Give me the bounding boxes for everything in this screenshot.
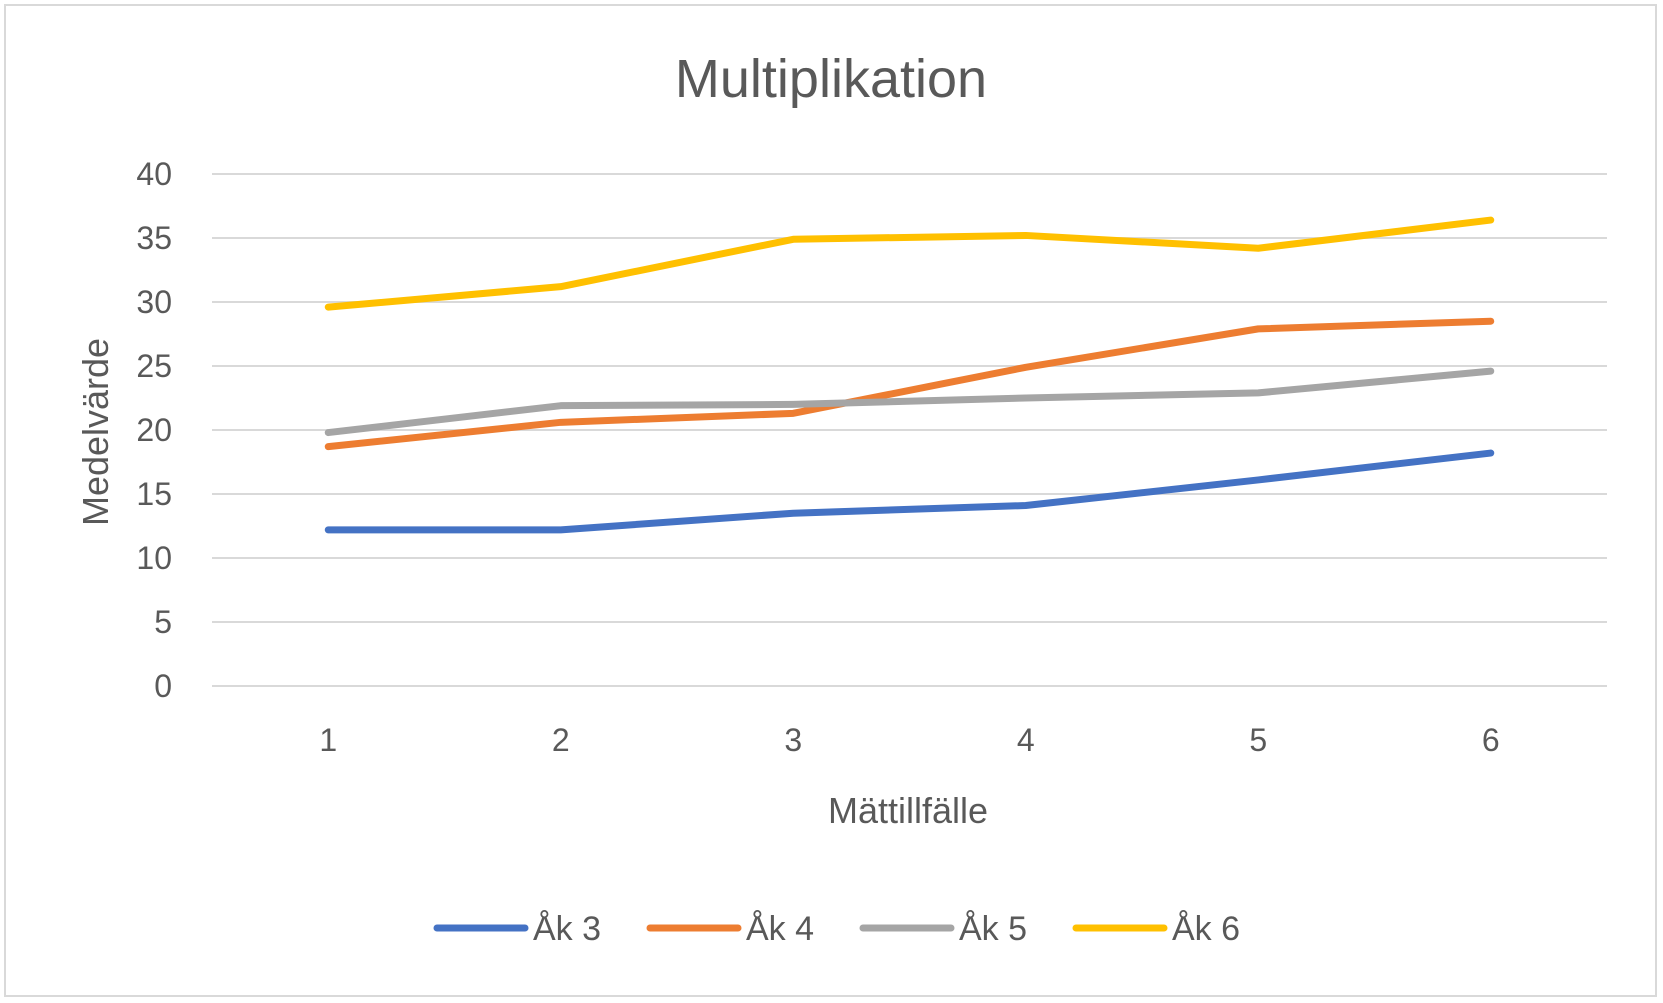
y-axis-label: Medelvärde <box>75 338 116 526</box>
x-tick-label: 2 <box>552 722 570 758</box>
y-tick-label: 20 <box>136 412 172 448</box>
y-tick-label: 10 <box>136 540 172 576</box>
series-line-4 <box>324 216 1495 311</box>
y-axis-ticks: 0 5 10 15 20 25 30 35 40 <box>136 156 172 704</box>
y-tick-label: 25 <box>136 348 172 384</box>
x-tick-label: 4 <box>1017 722 1035 758</box>
y-tick-label: 15 <box>136 476 172 512</box>
y-tick-label: 35 <box>136 220 172 256</box>
gridlines <box>212 173 1607 687</box>
x-tick-label: 3 <box>784 722 802 758</box>
x-axis-ticks: 1 2 3 4 5 6 <box>319 722 1499 758</box>
series-line-3 <box>324 367 1495 437</box>
legend-label: Åk 4 <box>746 910 814 948</box>
chart-frame <box>4 4 1657 997</box>
legend-label: Åk 3 <box>533 910 601 948</box>
chart-title: Multiplikation <box>675 49 987 109</box>
legend: Åk 3 Åk 4 Åk 5 Åk 6 <box>433 910 1240 948</box>
x-axis-label: Mättillfälle <box>828 790 988 831</box>
y-tick-label: 40 <box>136 156 172 192</box>
x-tick-label: 1 <box>319 722 337 758</box>
series-line-1 <box>324 449 1495 534</box>
y-tick-label: 5 <box>154 604 172 640</box>
series-lines <box>324 216 1495 534</box>
x-tick-label: 6 <box>1482 722 1500 758</box>
y-tick-label: 30 <box>136 284 172 320</box>
y-tick-label: 0 <box>154 668 172 704</box>
legend-label: Åk 5 <box>959 910 1027 948</box>
series-line-2 <box>324 317 1495 451</box>
x-tick-label: 5 <box>1249 722 1267 758</box>
legend-label: Åk 6 <box>1172 910 1240 948</box>
